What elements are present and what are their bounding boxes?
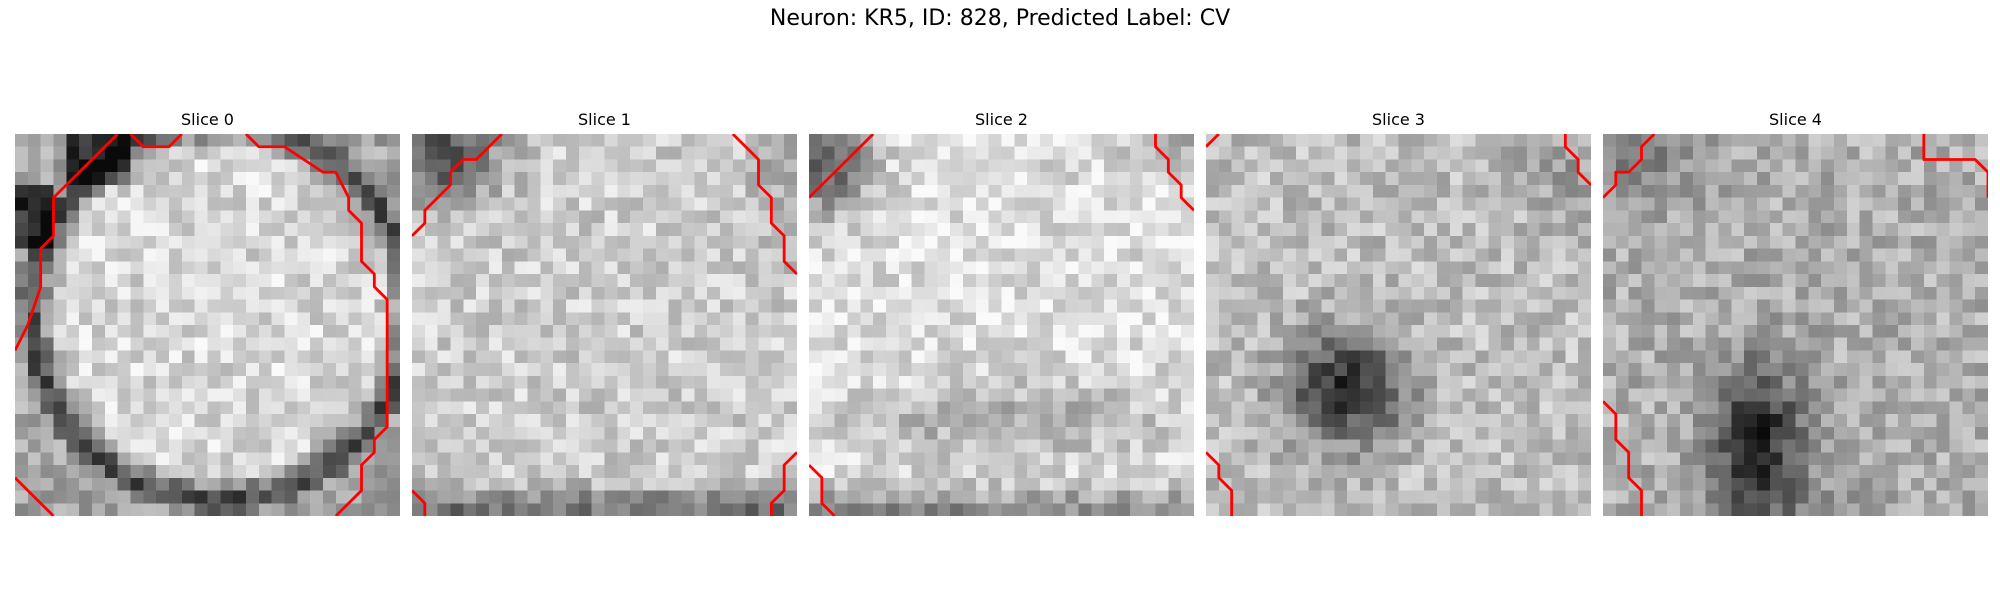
contour-line — [1603, 134, 1656, 199]
contour-line — [412, 134, 503, 237]
slice-panel-3: Slice 3 — [1206, 108, 1591, 516]
slice-panel-4: Slice 4 — [1603, 108, 1988, 516]
slice-panel-1: Slice 1 — [412, 108, 797, 516]
contour-line — [1922, 134, 1988, 198]
contour-line — [1206, 134, 1220, 148]
contour-line — [769, 451, 797, 516]
contour-overlay — [1603, 134, 1988, 516]
slice-title: Slice 0 — [181, 110, 234, 129]
em-image — [809, 134, 1194, 516]
contour-line — [412, 489, 427, 516]
figure-title: Neuron: KR5, ID: 828, Predicted Label: C… — [769, 6, 1231, 31]
contour-overlay — [412, 134, 797, 516]
slice-image — [1206, 134, 1591, 516]
contour-overlay — [15, 134, 389, 516]
contour-line — [731, 134, 797, 276]
slice-title: Slice 3 — [1372, 110, 1425, 129]
contour-line — [129, 134, 183, 149]
slice-panel-2: Slice 2 — [809, 108, 1194, 516]
em-image — [15, 134, 400, 516]
contour-line — [1154, 134, 1194, 212]
contour-line — [809, 464, 836, 516]
contour-line — [1206, 451, 1234, 516]
slice-image — [412, 134, 797, 516]
contour-line — [245, 134, 389, 516]
slice-title: Slice 4 — [1769, 110, 1822, 129]
contour-line — [809, 134, 875, 199]
contour-line — [15, 476, 55, 516]
slice-title: Slice 2 — [975, 110, 1028, 129]
em-image — [1206, 134, 1591, 516]
contour-line — [1603, 400, 1643, 516]
contour-overlay — [809, 134, 1194, 516]
slice-image — [809, 134, 1194, 516]
slice-panel-0: Slice 0 — [15, 108, 400, 516]
em-image — [1603, 134, 1988, 516]
contour-line — [1563, 134, 1591, 186]
slice-image — [15, 134, 400, 516]
slice-image — [1603, 134, 1988, 516]
contour-line — [15, 134, 119, 352]
slice-title: Slice 1 — [578, 110, 631, 129]
contour-overlay — [1206, 134, 1591, 516]
em-image — [412, 134, 797, 516]
